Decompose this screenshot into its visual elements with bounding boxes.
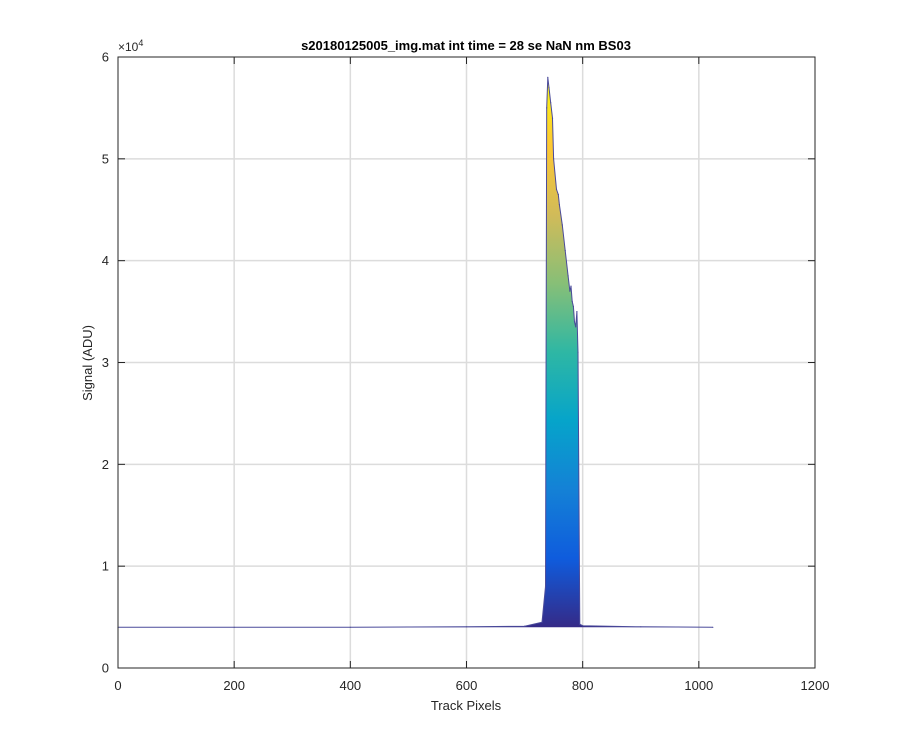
x-tick-label: 600	[456, 678, 478, 693]
signal-point	[551, 117, 554, 119]
x-tick-label: 1000	[684, 678, 713, 693]
y-axis-exponent-base: ×10	[118, 40, 139, 54]
y-tick-label: 2	[102, 457, 109, 472]
x-axis-label: Track Pixels	[431, 698, 502, 713]
signal-point	[541, 621, 543, 623]
signal-point	[561, 224, 563, 226]
signal-point	[557, 193, 559, 196]
signal-point	[548, 87, 550, 89]
y-tick-label: 1	[102, 559, 109, 574]
y-tick-label: 4	[102, 253, 109, 268]
y-tick-label: 0	[102, 661, 109, 676]
signal-point	[550, 102, 552, 104]
signal-point	[577, 351, 579, 353]
signal-point	[576, 311, 578, 313]
y-axis-exponent: ×104	[118, 38, 143, 54]
x-tick-label: 1200	[801, 678, 830, 693]
signal-point	[712, 626, 714, 628]
chart-title: s20180125005_img.mat int time = 28 se Na…	[301, 38, 631, 53]
x-tick-label: 400	[339, 678, 361, 693]
signal-point	[570, 285, 572, 287]
signal-point	[558, 204, 561, 206]
tick-labels: 0 200 400 600 800 1000 1200 0 1 2 3 4 5 6	[102, 50, 830, 694]
signal-point	[640, 626, 642, 628]
signal-point	[573, 321, 576, 323]
signal-point	[579, 623, 581, 625]
signal-point	[547, 76, 549, 78]
x-tick-label: 200	[223, 678, 245, 693]
signal-line	[118, 77, 713, 628]
signal-point	[546, 107, 548, 109]
signal-point	[564, 249, 566, 252]
signal-point	[524, 625, 526, 627]
signal-area	[118, 77, 713, 628]
y-axis-label: Signal (ADU)	[80, 325, 95, 401]
signal-point	[569, 290, 571, 292]
signal-point	[349, 626, 351, 628]
y-axis-exponent-power: 4	[138, 38, 143, 48]
signal-point	[553, 158, 555, 160]
x-tick-label: 0	[114, 678, 121, 693]
signal-point	[544, 585, 547, 588]
signal-point	[572, 305, 575, 308]
signal-point	[567, 275, 569, 277]
y-tick-label: 5	[102, 151, 109, 166]
signal-point	[233, 626, 235, 628]
signal-point	[575, 326, 577, 328]
grid-lines	[118, 57, 815, 668]
signal-point	[582, 625, 584, 627]
signal-point	[555, 188, 558, 190]
signal-point	[571, 300, 573, 302]
y-tick-label: 6	[102, 50, 109, 65]
y-tick-label: 3	[102, 355, 109, 370]
axes	[117, 56, 816, 669]
x-tick-label: 800	[572, 678, 594, 693]
signal-point	[465, 626, 468, 628]
